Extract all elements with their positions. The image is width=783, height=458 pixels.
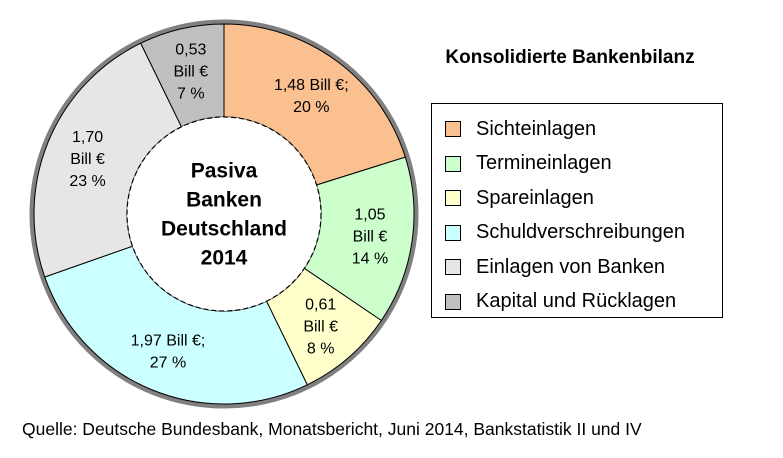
legend-swatch [445,259,461,275]
donut-hole [126,116,322,312]
slice-label-einlagen-von-banken: 1,70 Bill €23 % [69,129,105,190]
slice-label-schuldverschreibungen: 1,97 Bill €; 27 % [131,332,206,371]
slice-label-spareinlagen: 0,61 Bill €8 % [303,296,338,357]
legend: Sichteinlagen Termineinlagen Spareinlagen S… [431,103,723,318]
legend-swatch [445,293,461,310]
legend-item-schuldverschreibungen: Schuldverschreibungen [445,221,686,244]
legend-item-termineinlagen: Termineinlagen [445,152,612,175]
pie-slice-schuldverschreibungen [44,245,308,405]
slice-label-kapital-und-ruecklagen: 0,53 Bill €7 % [173,41,208,102]
pie-outer-ring [29,19,419,409]
source-note: Quelle: Deutsche Bundesbank, Monatsberic… [22,419,642,439]
legend-item-kapital-und-ruecklagen: Kapital und Rücklagen [445,290,677,313]
legend-item-einlagen-von-banken: Einlagen von Banken [445,256,665,278]
legend-label: Termineinlagen [476,152,612,174]
legend-swatch [445,190,461,206]
legend-swatch [445,224,461,241]
legend-label: Einlagen von Banken [476,255,666,278]
legend-item-spareinlagen: Spareinlagen [445,187,594,209]
legend-label: Sichteinlagen [476,117,597,140]
legend-swatch [445,121,461,137]
legend-swatch [445,155,461,172]
legend-label: Schuldverschreibungen [476,221,686,243]
legend-item-sichteinlagen: Sichteinlagen [445,118,596,140]
legend-label: Kapital und Rücklagen [476,290,677,312]
slice-label-sichteinlagen: 1,48 Bill €; 20 % [274,77,349,116]
slice-label-termineinlagen: 1,05 Bill €14 % [352,206,388,267]
legend-label: Spareinlagen [476,186,594,209]
chart-title: Konsolidierte Bankenbilanz [445,47,695,68]
center-label: Pasiva Banken Deutschland 2014 [161,160,287,270]
